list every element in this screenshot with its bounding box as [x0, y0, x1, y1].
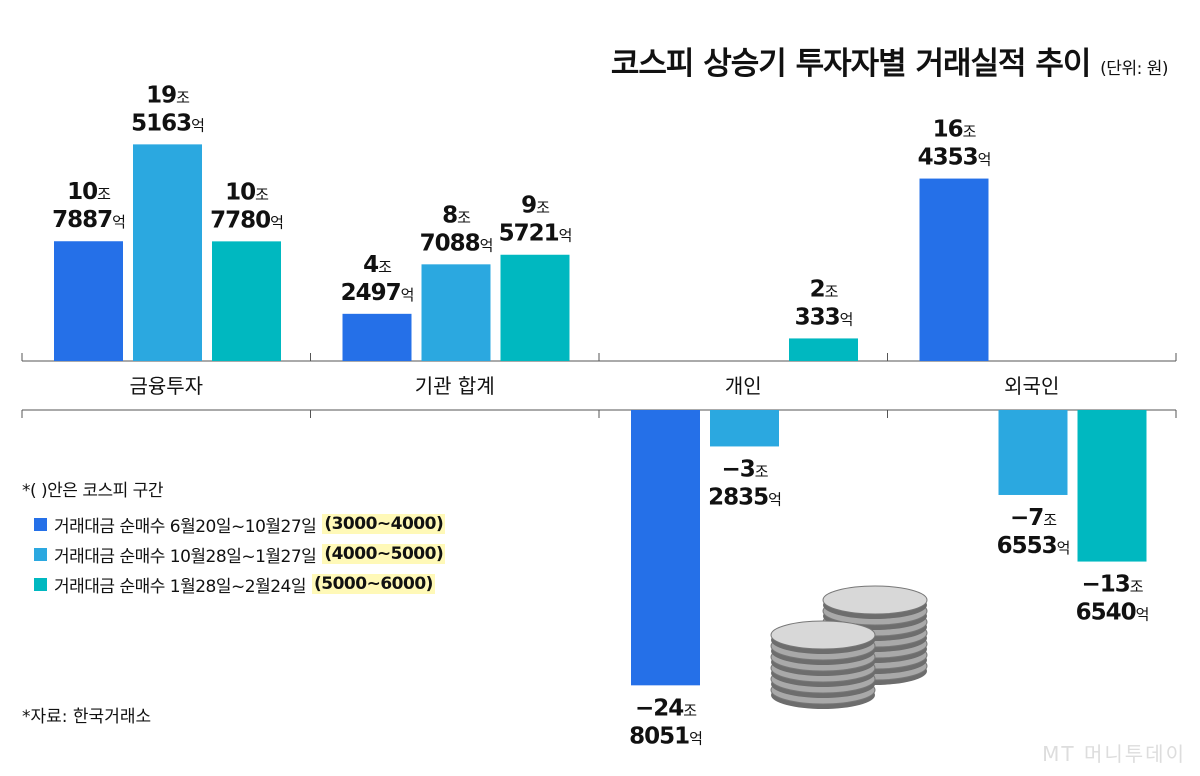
unit-label: (단위: 원) — [1100, 59, 1168, 79]
data-label: 7887억 — [52, 207, 125, 233]
data-label: 8조 — [442, 202, 471, 228]
bar — [212, 241, 281, 361]
coin-icon — [770, 620, 876, 650]
source-note: *자료: 한국거래소 — [22, 707, 152, 727]
data-label: 19조 — [146, 82, 190, 108]
legend-range: (3000~4000) — [322, 514, 446, 534]
data-label: 7088억 — [420, 230, 493, 256]
data-label: 8051억 — [629, 723, 702, 749]
data-label: 2조 — [810, 276, 839, 302]
legend-note: *( )안은 코스피 구간 — [22, 481, 163, 501]
legend-swatch — [34, 547, 47, 561]
legend-label: 거래대금 순매수 6월20일~10월27일 — [54, 516, 317, 537]
category-label: 금융투자 — [129, 374, 203, 398]
bar — [789, 338, 858, 361]
data-label: −24조 — [635, 695, 697, 721]
coin-icon — [822, 585, 928, 615]
bar — [54, 241, 123, 361]
legend-item: 거래대금 순매수 10월28일~1월27일 (4000~5000) — [22, 539, 446, 569]
bar — [1077, 410, 1147, 562]
data-label: −3조 — [721, 456, 768, 482]
bar — [500, 254, 570, 361]
data-label: 10조 — [225, 179, 269, 205]
data-label: 16조 — [933, 117, 977, 143]
bar — [631, 410, 700, 686]
legend-label: 거래대금 순매수 10월28일~1월27일 — [54, 546, 317, 567]
legend-swatch — [34, 517, 47, 531]
bar — [342, 313, 412, 361]
data-label: 10조 — [67, 179, 111, 205]
category-label: 개인 — [725, 374, 762, 398]
category-label: 외국인 — [1004, 374, 1059, 398]
legend-item: 거래대금 순매수 1월28일~2월24일 (5000~6000) — [22, 569, 445, 599]
data-label: 2835억 — [708, 484, 781, 510]
legend-range: (4000~5000) — [322, 544, 446, 564]
data-label: 6540억 — [1076, 600, 1149, 626]
chart-title: 코스피 상승기 투자자별 거래실적 추이 (단위: 원) — [610, 38, 1169, 83]
data-label: 333억 — [795, 304, 853, 330]
bar — [710, 410, 779, 447]
bar — [421, 264, 491, 361]
watermark-logo: MT 머니투데이 — [1042, 742, 1186, 766]
data-label: 7780억 — [210, 207, 283, 233]
data-label: 4353억 — [918, 145, 991, 171]
data-label: 5163억 — [131, 110, 204, 136]
data-label: 6553억 — [997, 533, 1070, 559]
data-label: −13조 — [1081, 572, 1143, 598]
data-label: 5721억 — [499, 221, 572, 247]
legend-swatch — [34, 577, 47, 591]
legend-item: 거래대금 순매수 6월20일~10월27일 (3000~4000) — [22, 509, 446, 539]
bar — [919, 178, 989, 361]
bar — [998, 410, 1068, 495]
data-label: 2497억 — [341, 280, 414, 306]
bar — [133, 144, 202, 361]
legend-range: (5000~6000) — [312, 574, 435, 594]
legend-label: 거래대금 순매수 1월28일~2월24일 — [54, 576, 307, 597]
category-label: 기관 합계 — [415, 374, 495, 398]
data-label: −7조 — [1010, 505, 1057, 531]
title-text: 코스피 상승기 투자자별 거래실적 추이 — [610, 46, 1091, 82]
legend: *( )안은 코스피 구간 거래대금 순매수 6월20일~10월27일 (3000… — [22, 476, 446, 599]
data-label: 9조 — [521, 193, 550, 219]
data-label: 4조 — [363, 252, 392, 278]
